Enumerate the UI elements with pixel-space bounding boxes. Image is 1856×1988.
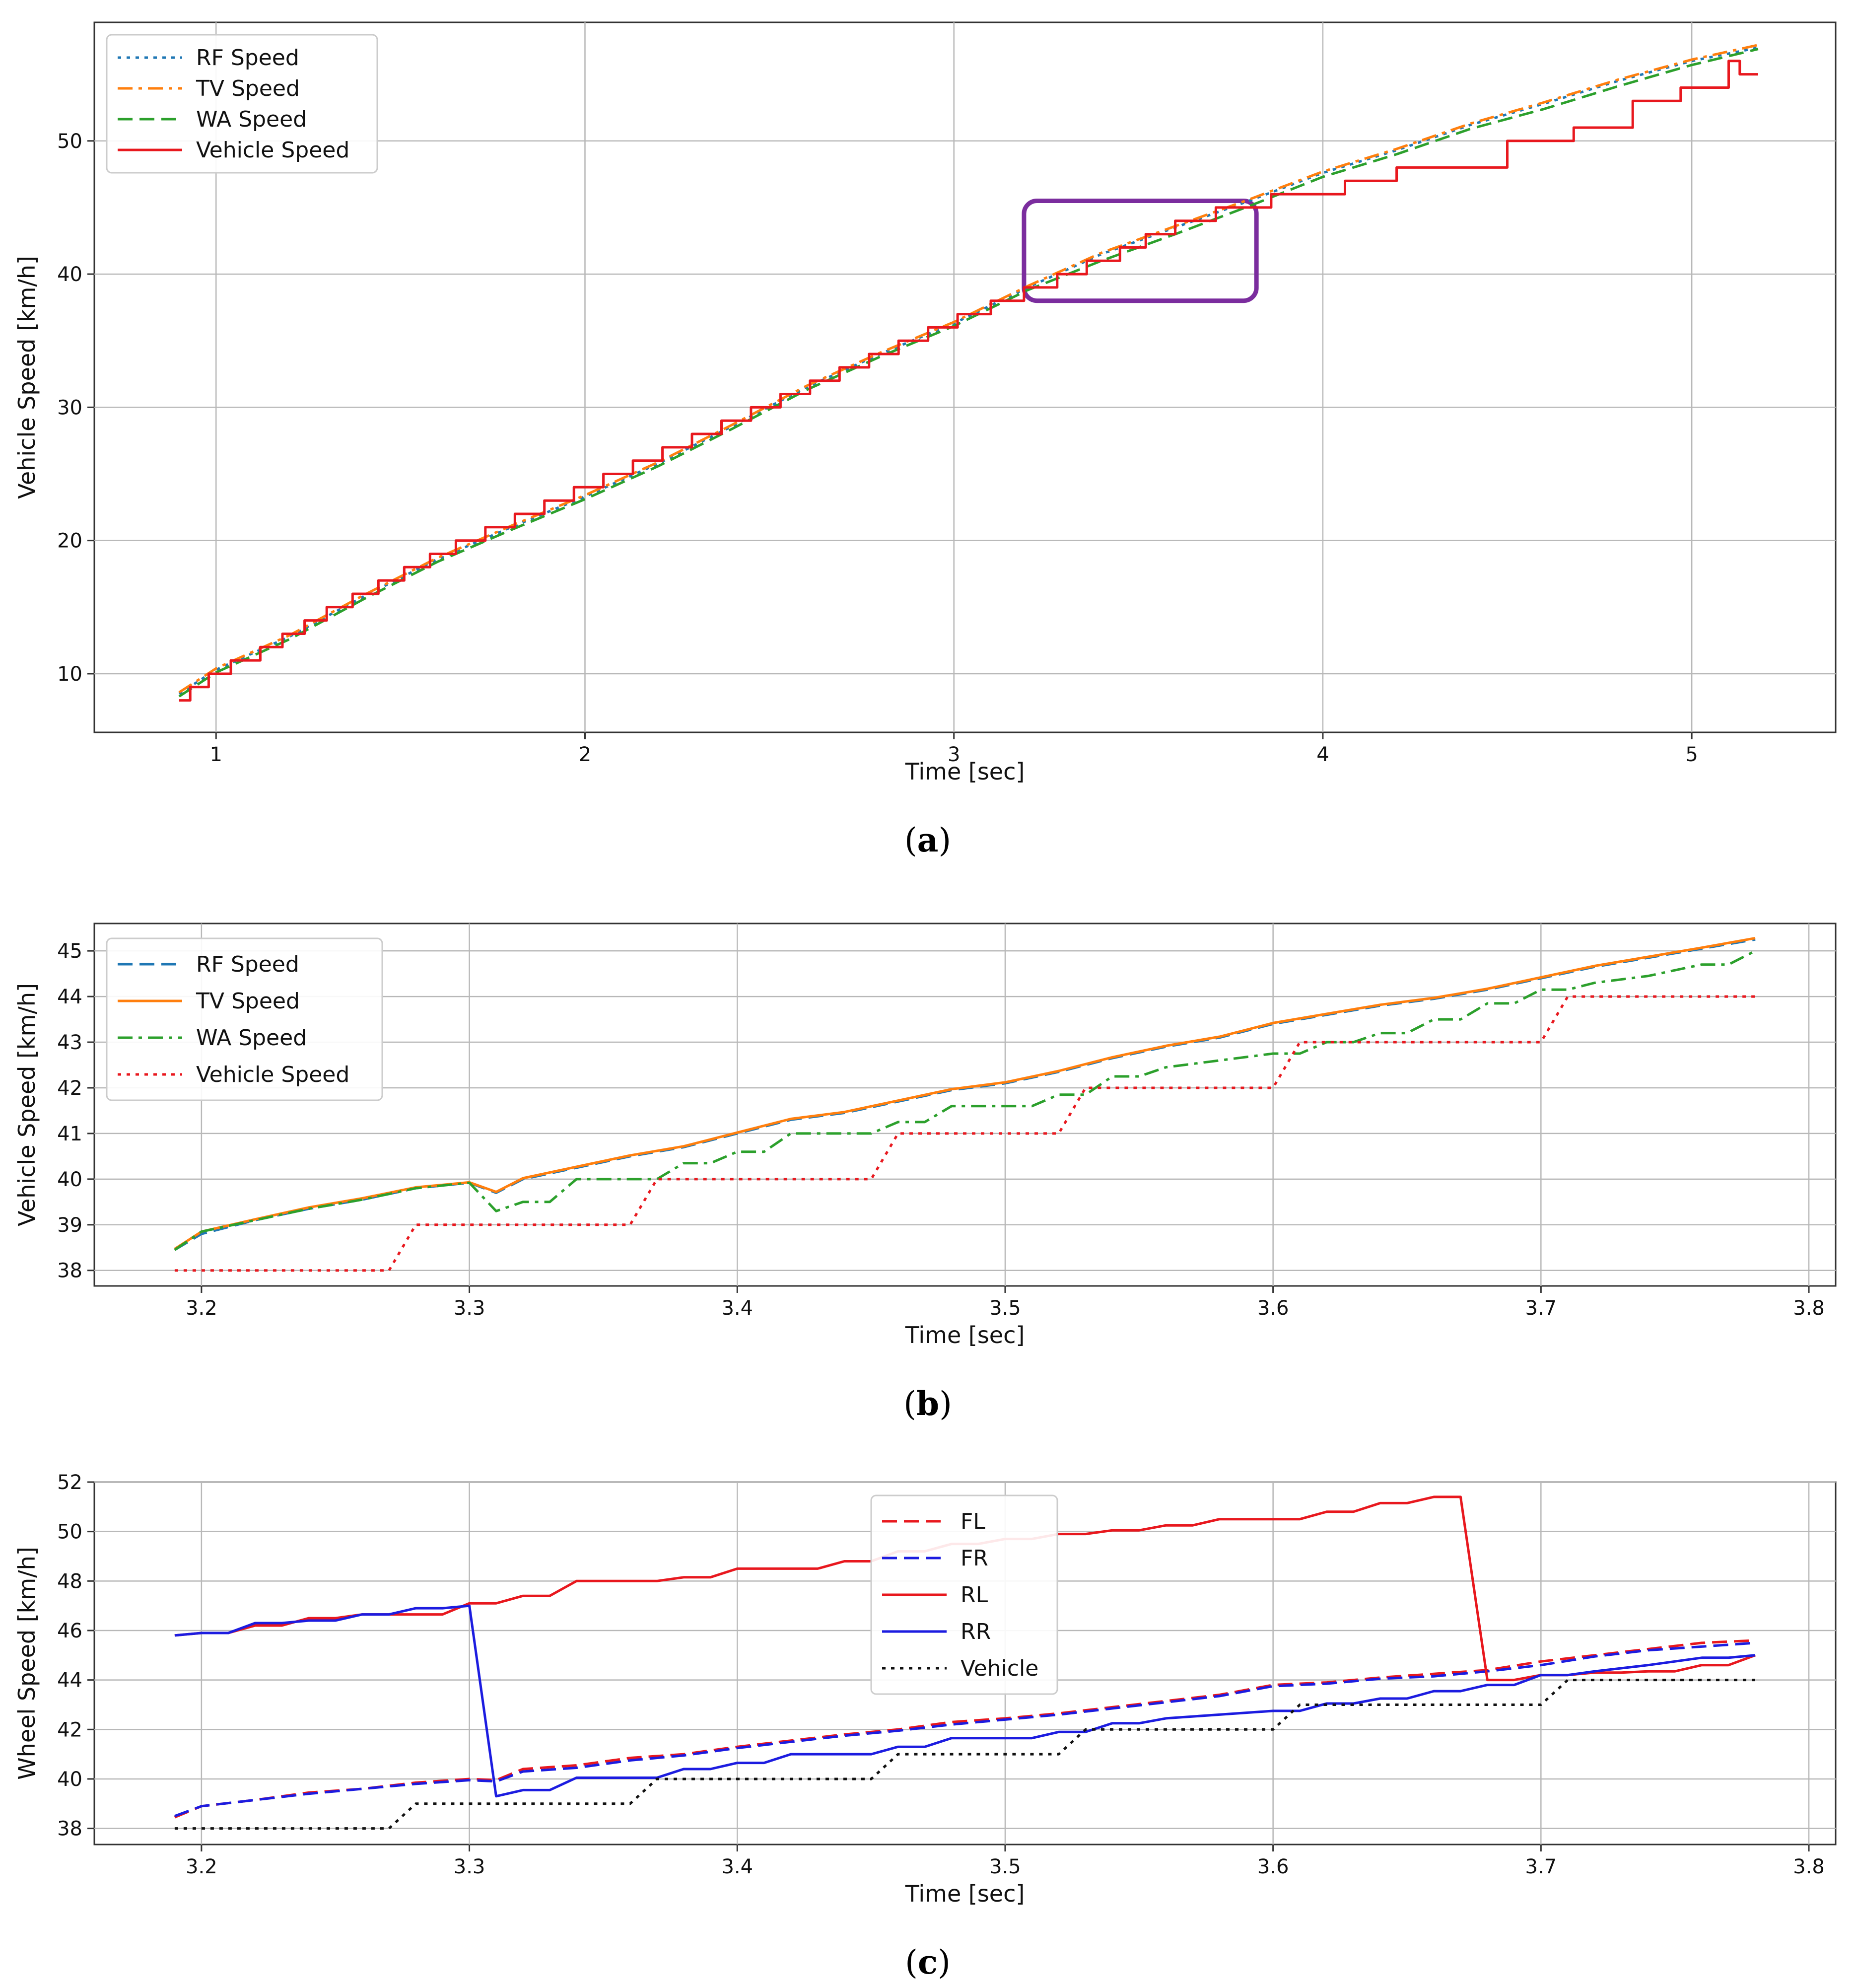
y-tick-label-a-3: 40 [57,263,82,286]
y-tick-label-b-0: 38 [57,1260,82,1282]
caption-letter-b: b [916,1384,939,1423]
ticks-c: 3.2 3.3 3.4 3.5 3.6 3.7 3.8 38 40 42 44 46 48 50 52 [57,1471,1825,1878]
legend-label-a-tv-speed: TV Speed [196,76,300,101]
chart-panel-b: 3.2 3.3 3.4 3.5 3.6 3.7 3.8 38 39 40 41 42 43 44 45 Ti… [13,923,1837,1423]
chart-panel-c: 3.2 3.3 3.4 3.5 3.6 3.7 3.8 38 40 42 44 46 48 50 52 Ti… [13,1471,1837,1982]
series-line-a-wa-speed [178,48,1759,698]
caption-a: (a) [904,821,951,859]
y-tick-label-c-2: 42 [57,1718,82,1741]
series-line-c-rr [174,1604,1756,1798]
legend-label-c-fr: FR [961,1546,988,1571]
gridlines-a [94,22,1836,732]
y-tick-label-b-1: 39 [57,1214,82,1237]
x-tick-label-a-0: 1 [210,743,222,766]
legend-label-b-vehicle-speed: Vehicle Speed [196,1062,349,1087]
legend-label-b-wa-speed: WA Speed [196,1025,307,1051]
highlight-annotation-a [1022,199,1259,303]
x-tick-label-a-3: 4 [1316,743,1329,766]
x-tick-label-b-0: 3.2 [186,1297,217,1320]
x-tick-label-b-6: 3.8 [1793,1297,1825,1320]
y-tick-label-b-4: 42 [57,1077,82,1100]
y-tick-label-c-0: 38 [57,1818,82,1841]
caption-b: (b) [903,1384,952,1423]
y-tick-label-a-4: 50 [57,130,82,153]
y-tick-label-a-1: 20 [57,530,82,553]
x-tick-label-c-1: 3.3 [454,1855,485,1878]
y-tick-label-c-1: 40 [57,1768,82,1791]
legend-label-a-rf-speed: RF Speed [196,45,299,71]
x-tick-label-c-3: 3.5 [989,1855,1021,1878]
series-group-a [178,44,1759,702]
caption-letter-c: c [918,1943,938,1982]
series-line-b-vehicle-speed [174,995,1756,1272]
y-tick-label-b-3: 41 [57,1123,82,1145]
x-tick-label-a-2: 3 [948,743,960,766]
x-axis-label-b: Time [sec] [905,1322,1025,1349]
series-group-b [174,936,1756,1272]
legend-b: RF Speed TV Speed WA Speed Vehicle Speed [106,937,383,1101]
legend-box-c [870,1494,1058,1695]
x-tick-label-c-5: 3.7 [1525,1855,1557,1878]
ticks-b: 3.2 3.3 3.4 3.5 3.6 3.7 3.8 38 39 40 41 42 43 44 45 [57,940,1825,1320]
y-tick-label-b-5: 43 [57,1031,82,1054]
legend-label-a-wa-speed: WA Speed [196,107,307,132]
x-axis-label-c: Time [sec] [905,1880,1025,1907]
plot-area-b [93,923,1837,1287]
y-axis-label-a: Vehicle Speed [km/h] [13,256,40,499]
x-tick-label-c-4: 3.6 [1257,1855,1289,1878]
legend-a: RF Speed TV Speed WA Speed Vehicle Speed [106,34,378,174]
caption-letter-a: a [917,821,939,859]
y-tick-label-b-2: 40 [57,1168,82,1191]
legend-label-b-rf-speed: RF Speed [196,952,299,977]
series-line-a-tv-speed [178,44,1759,694]
caption-c: (c) [905,1943,951,1982]
legend-label-b-tv-speed: TV Speed [196,989,300,1014]
plot-frame-b [93,923,1837,1287]
legend-label-c-rl: RL [961,1582,988,1608]
y-tick-label-b-6: 44 [57,986,82,1008]
series-line-b-tv-speed [174,936,1756,1250]
y-tick-label-a-2: 30 [57,396,82,419]
series-line-c-vehicle [174,1679,1756,1830]
chart-panel-a: 1 2 3 4 5 10 20 30 40 50 Time [sec] Vehicle Speed… [13,21,1837,859]
legend-label-c-rr: RR [961,1619,991,1644]
series-line-a-vehicle-speed [179,60,1758,702]
x-tick-label-c-0: 3.2 [186,1855,217,1878]
series-line-c-fr [174,1641,1756,1818]
x-tick-label-c-6: 3.8 [1793,1855,1825,1878]
x-tick-label-b-5: 3.7 [1525,1297,1557,1320]
legend-label-a-vehicle-speed: Vehicle Speed [196,138,349,163]
x-tick-label-a-1: 2 [579,743,591,766]
x-tick-label-b-1: 3.3 [454,1297,485,1320]
ticks-a: 1 2 3 4 5 10 20 30 40 50 [57,130,1698,766]
y-tick-label-a-0: 10 [57,663,82,686]
y-axis-label-b: Vehicle Speed [km/h] [13,983,40,1226]
y-tick-label-c-4: 46 [57,1620,82,1642]
x-tick-label-a-4: 5 [1685,743,1698,766]
y-tick-label-c-6: 50 [57,1521,82,1544]
x-axis-label-a: Time [sec] [905,758,1025,785]
x-tick-label-b-2: 3.4 [721,1297,753,1320]
legend-box-a [106,34,378,174]
legend-label-c-vehicle: Vehicle [961,1656,1038,1681]
y-tick-label-c-5: 48 [57,1570,82,1593]
legend-box-b [106,937,383,1101]
legend-label-c-fl: FL [961,1509,985,1534]
y-tick-label-c-3: 44 [57,1669,82,1692]
y-tick-label-c-7: 52 [57,1471,82,1494]
highlight-rectangle-a [1022,199,1259,303]
y-tick-label-b-7: 45 [57,940,82,963]
x-tick-label-b-3: 3.5 [989,1297,1021,1320]
y-axis-label-c: Wheel Speed [km/h] [13,1547,40,1779]
legend-c: FL FR RL RR Vehicle [870,1494,1058,1695]
x-tick-label-c-2: 3.4 [721,1855,753,1878]
series-line-b-wa-speed [174,949,1756,1251]
x-tick-label-b-4: 3.6 [1257,1297,1289,1320]
